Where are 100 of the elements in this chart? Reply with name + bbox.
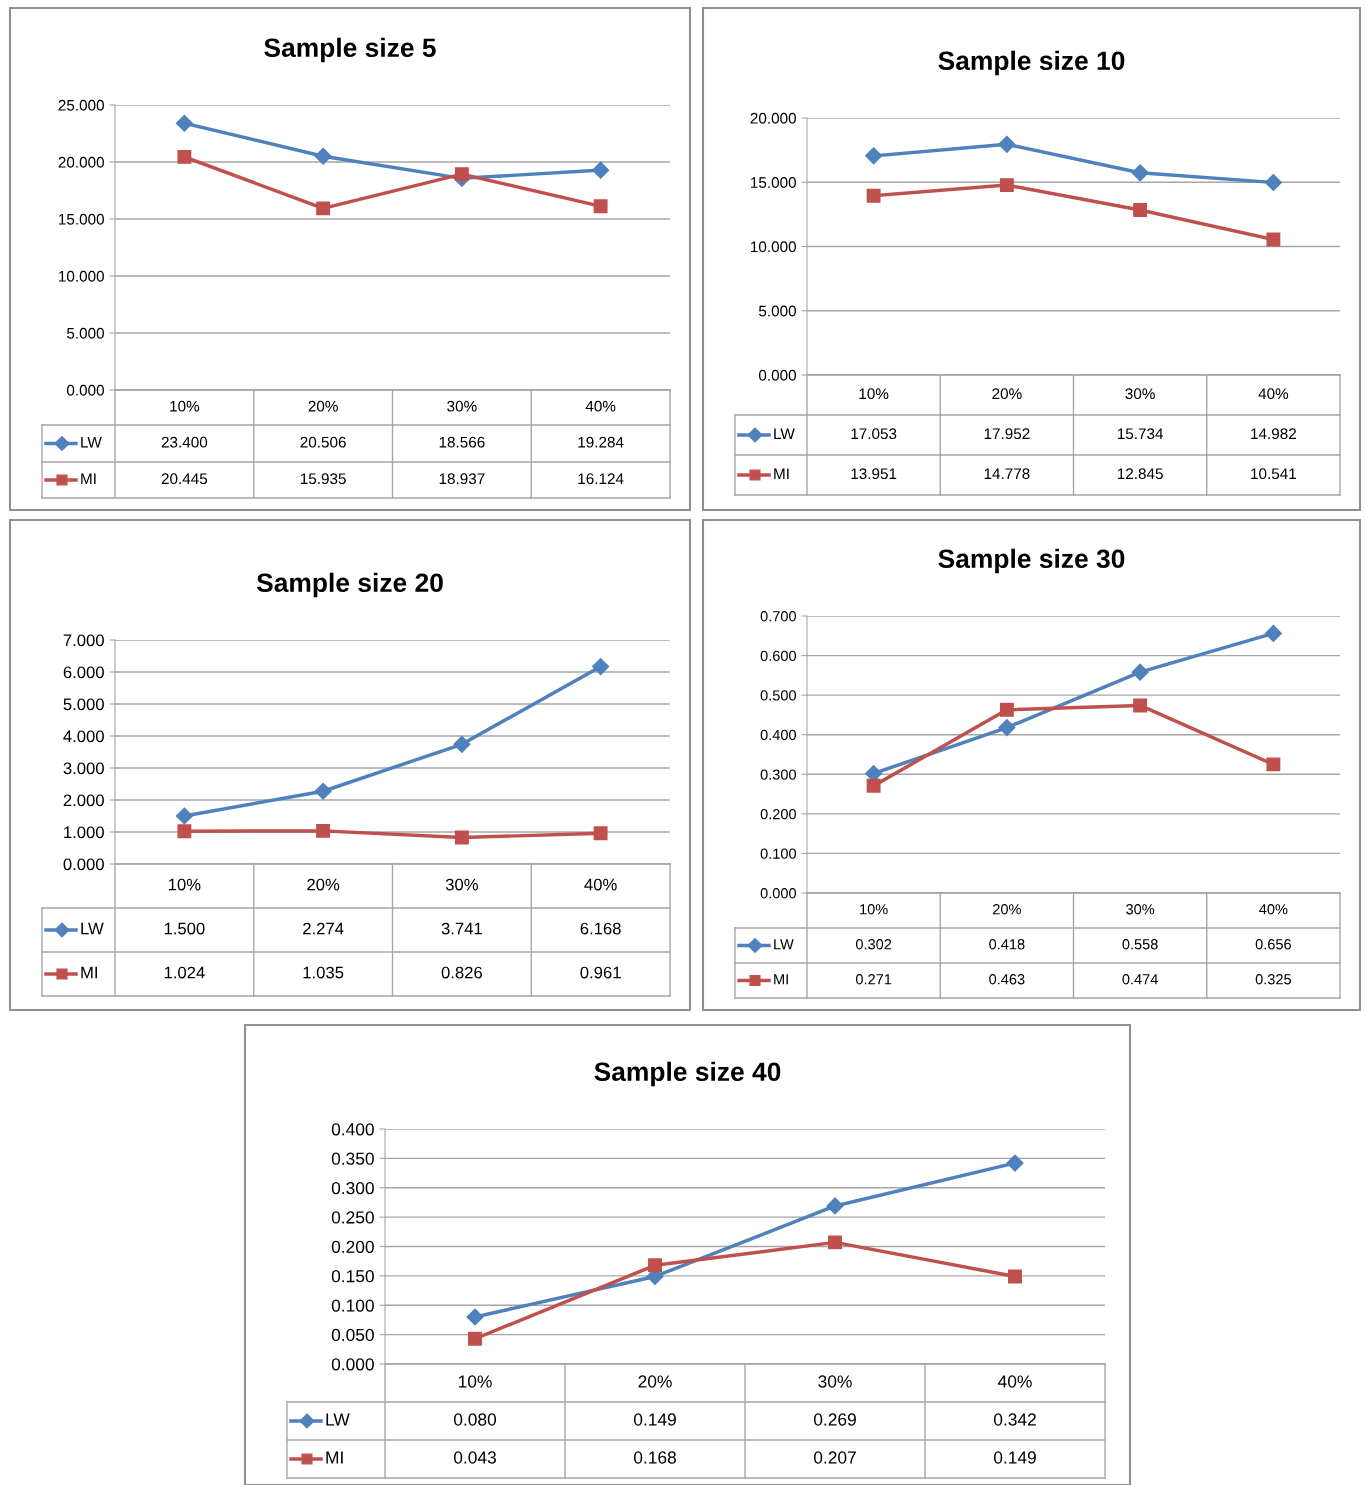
data-label: 0.271 (855, 974, 892, 985)
y-tick-label: 0.150 (331, 1270, 374, 1283)
point (1133, 698, 1148, 713)
x-tick-label: 40% (998, 1375, 1032, 1388)
x-tick-label: 30% (447, 400, 477, 412)
y-tick-label: 0.400 (760, 729, 797, 741)
x-tick-label: 30% (818, 1375, 852, 1388)
data-label: 12.845 (1117, 468, 1163, 480)
data-label: 2.274 (303, 922, 344, 935)
data-label: 17.952 (984, 428, 1030, 440)
data-label: 0.656 (1255, 939, 1291, 950)
legend-label: LW (326, 1413, 350, 1426)
y-tick-label: 0.350 (331, 1152, 374, 1165)
y-tick-label: 0.600 (760, 650, 797, 661)
x-tick-label: 30% (445, 878, 478, 891)
y-tick-label: 0.000 (758, 369, 796, 381)
x-tick-label: 20% (993, 904, 1021, 915)
point (866, 188, 881, 203)
y-tick-label: 0.100 (760, 848, 797, 859)
data-label: 17.053 (851, 428, 897, 440)
data-label: 1.500 (164, 922, 205, 935)
data-label: 0.342 (993, 1413, 1036, 1426)
x-tick-label: 10% (458, 1375, 492, 1388)
y-tick-label: 6.000 (63, 666, 104, 679)
point (865, 147, 883, 165)
data-label: 0.474 (1122, 974, 1158, 985)
point (648, 1258, 662, 1273)
data-label: 16.124 (578, 473, 624, 485)
data-label: 0.269 (813, 1413, 856, 1426)
x-tick-label: 30% (1125, 388, 1155, 400)
data-label: 20.445 (161, 473, 208, 485)
point (316, 201, 331, 216)
legend-label: MI (774, 974, 788, 985)
point (1264, 173, 1282, 192)
y-tick-label: 7.000 (63, 634, 104, 647)
point (593, 826, 608, 841)
point (175, 114, 193, 132)
point (828, 1235, 842, 1250)
y-tick-label: 25.000 (58, 99, 104, 111)
point (454, 167, 469, 182)
x-tick-label: 20% (638, 1375, 672, 1388)
point (175, 807, 193, 825)
data-label: 0.418 (989, 939, 1025, 950)
data-label: 18.937 (439, 473, 485, 485)
x-tick-label: 10% (170, 400, 200, 412)
y-tick-label: 0.200 (331, 1240, 374, 1253)
y-tick-label: 20.000 (750, 112, 796, 124)
y-tick-label: 2.000 (63, 794, 104, 807)
data-label: 14.982 (1251, 428, 1296, 440)
data-label: 6.168 (580, 922, 621, 935)
data-label: 0.463 (989, 974, 1025, 985)
point (593, 199, 608, 214)
point (314, 782, 332, 800)
y-tick-label: 0.400 (331, 1123, 374, 1136)
y-tick-label: 0.000 (63, 858, 104, 871)
x-tick-label: 40% (1259, 904, 1288, 915)
data-label: 19.284 (578, 436, 624, 448)
data-label: 0.149 (993, 1451, 1036, 1464)
x-tick-label: 40% (585, 400, 616, 412)
y-tick-label: 0.050 (331, 1328, 374, 1342)
x-tick-label: 10% (859, 388, 889, 400)
chart-title: Sample size 20 (256, 572, 443, 598)
legend-label: MI (774, 468, 789, 479)
point (466, 1308, 484, 1326)
x-tick-label: 20% (307, 878, 340, 891)
point (999, 702, 1014, 717)
y-tick-label: 15.000 (59, 213, 104, 225)
point (1133, 202, 1148, 217)
y-tick-label: 20.000 (58, 156, 104, 168)
data-label: 10.541 (1251, 468, 1296, 480)
chart-title: Sample size 30 (938, 548, 1125, 574)
point (1266, 232, 1281, 247)
legend-label: LW (774, 428, 795, 439)
point (998, 135, 1016, 153)
x-tick-label: 10% (860, 904, 888, 915)
x-tick-label: 10% (168, 878, 201, 891)
data-label: 3.741 (441, 922, 482, 935)
legend-label: MI (81, 966, 97, 979)
data-label: 20.506 (300, 436, 346, 448)
legend-label: MI (326, 1451, 343, 1464)
point (1006, 1154, 1024, 1172)
data-label: 0.043 (453, 1451, 496, 1464)
y-tick-label: 5.000 (758, 305, 796, 317)
point (1131, 663, 1149, 681)
point (177, 824, 192, 839)
data-label: 18.566 (439, 436, 485, 448)
data-label: 0.826 (441, 966, 482, 979)
point (314, 147, 332, 165)
point (453, 735, 471, 753)
x-tick-label: 40% (1258, 388, 1289, 400)
y-tick-label: 0.700 (760, 611, 797, 622)
data-label: 0.302 (855, 939, 892, 950)
legend-label: MI (81, 473, 96, 484)
point (1131, 164, 1149, 182)
data-label: 1.024 (164, 966, 205, 979)
data-label: 0.168 (633, 1451, 676, 1464)
data-label: 23.400 (161, 436, 208, 448)
y-tick-label: 0.100 (331, 1299, 374, 1312)
y-tick-label: 4.000 (63, 730, 104, 743)
x-tick-label: 20% (308, 400, 338, 412)
